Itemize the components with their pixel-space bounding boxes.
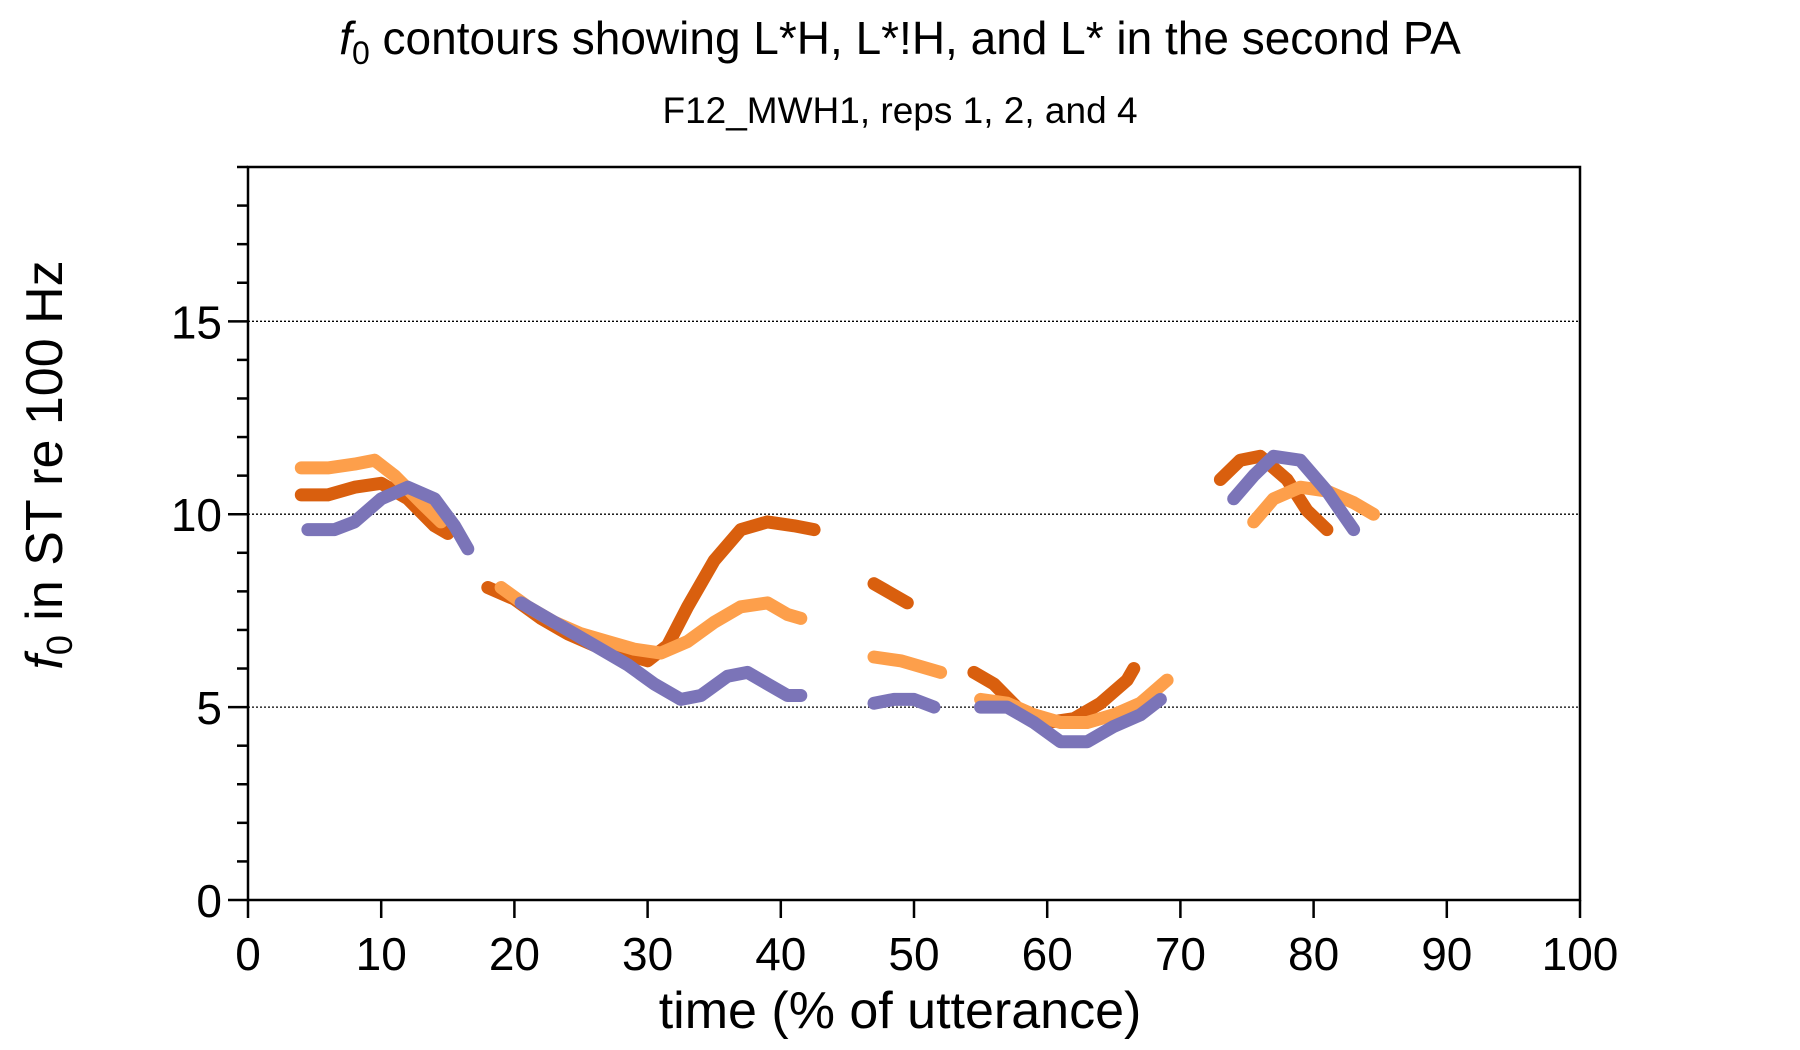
series-3-segment-1: [301, 480, 475, 556]
x-axis-label: time (% of utterance): [659, 982, 1142, 1040]
x-tick-label-40: 40: [755, 928, 806, 980]
series-1-segment-5: [1213, 449, 1334, 537]
y-tick-label-5: 5: [196, 682, 222, 734]
series-1-segment-2: [481, 515, 821, 668]
series-3: [301, 449, 1361, 749]
gridlines: [248, 320, 1580, 708]
y-tick-label-15: 15: [171, 296, 222, 348]
series-2-segment-1: [294, 453, 448, 529]
series-1-segment-3: [867, 577, 914, 610]
ylabel-rest: in ST re 100 Hz: [16, 260, 74, 635]
x-tick-label-0: 0: [235, 928, 261, 980]
series-2: [294, 453, 1380, 729]
axes: [228, 165, 1582, 918]
series-3-segment-5: [1227, 449, 1361, 537]
x-tick-label-10: 10: [356, 928, 407, 980]
x-tick-label-30: 30: [622, 928, 673, 980]
ylabel-f: f: [16, 651, 74, 670]
title-f: f: [339, 12, 356, 64]
series-1-segment-1: [294, 476, 455, 540]
title-rest: contours showing L*H, L*!H, and L* in th…: [370, 12, 1461, 64]
x-tick-label-80: 80: [1288, 928, 1339, 980]
series-3-segment-3: [867, 692, 941, 714]
tick-labels: 0 10 20 30 40 50 60 70 80 90 100 0 5 10 15: [171, 296, 1619, 980]
x-tick-label-20: 20: [489, 928, 540, 980]
title-subscript: 0: [352, 35, 370, 71]
chart-subtitle: F12_MWH1, reps 1, 2, and 4: [662, 90, 1137, 131]
chart-title: f0 contours showing L*H, L*!H, and L* in…: [339, 12, 1461, 71]
y-axis-label: f0 in ST re 100 Hz: [16, 260, 80, 669]
series-2-segment-5: [1247, 480, 1380, 529]
series-2-segment-3: [867, 650, 948, 679]
x-tick-label-70: 70: [1155, 928, 1206, 980]
ylabel-subscript: 0: [39, 635, 80, 655]
data-series: [294, 449, 1380, 749]
y-tick-label-10: 10: [171, 489, 222, 541]
series-3-segment-4: [974, 692, 1167, 749]
series-3-segment-2: [514, 596, 808, 706]
y-tick-label-0: 0: [196, 875, 222, 927]
x-tick-label-50: 50: [888, 928, 939, 980]
x-tick-label-60: 60: [1022, 928, 1073, 980]
x-tick-label-100: 100: [1542, 928, 1619, 980]
x-tick-label-90: 90: [1421, 928, 1472, 980]
